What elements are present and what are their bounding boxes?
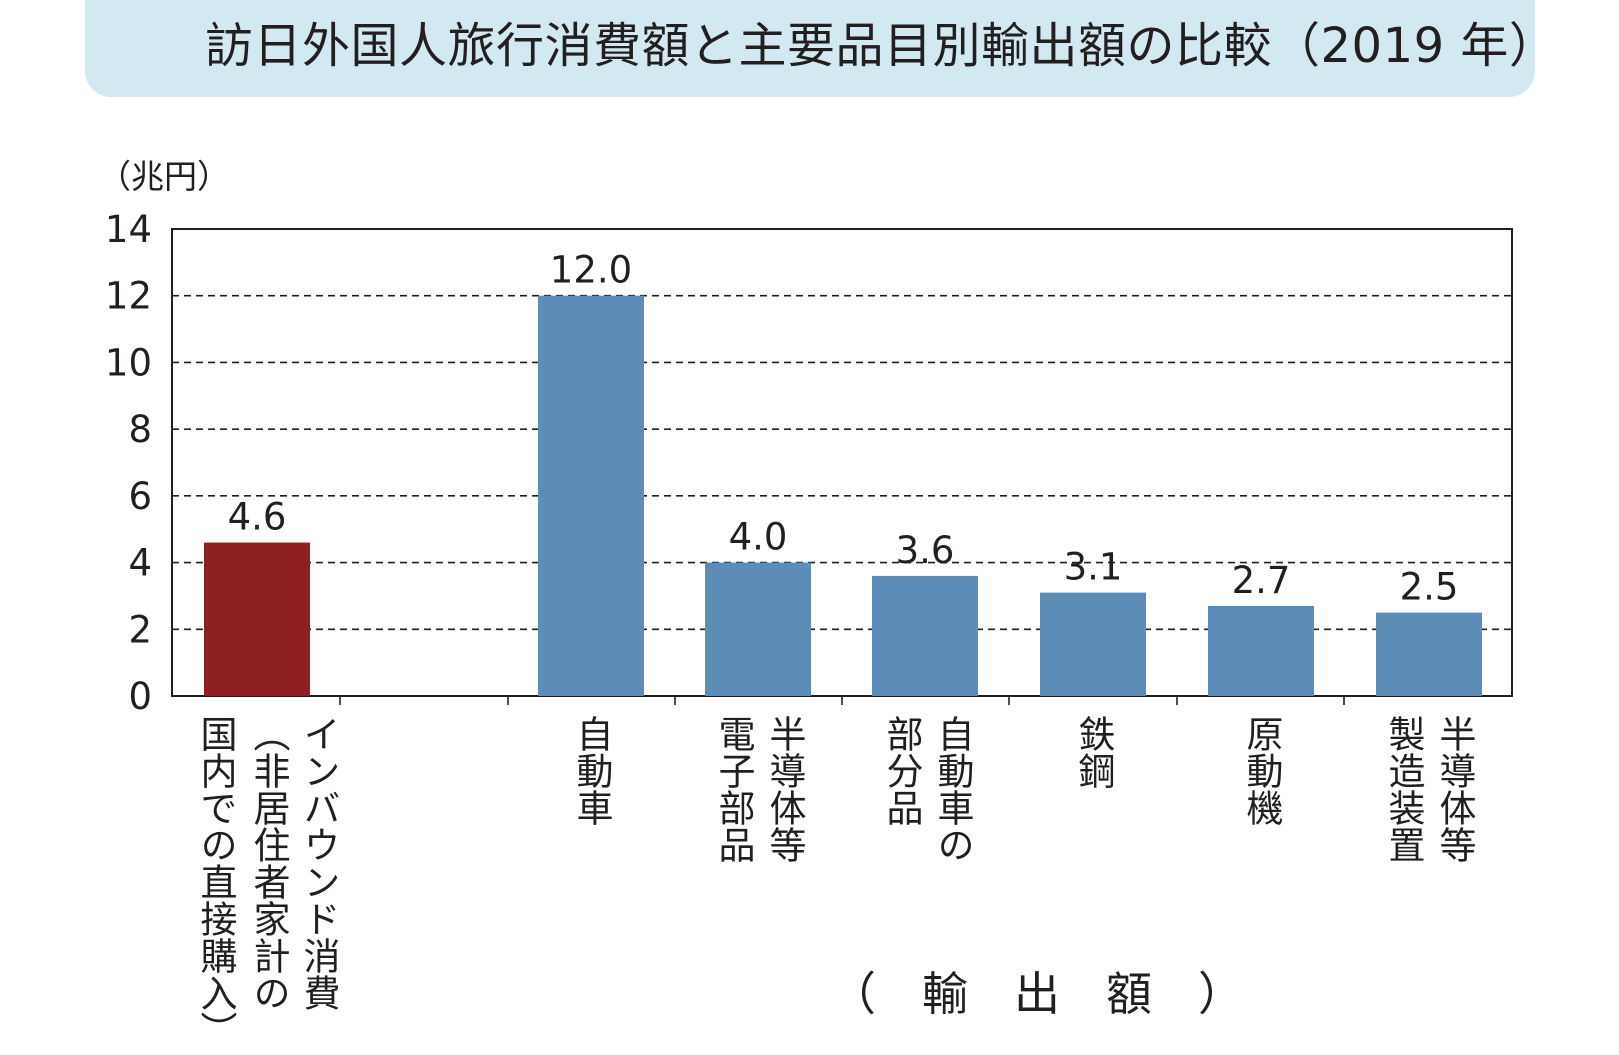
- y-tick-label: 4: [128, 542, 152, 585]
- category-label: インバウンド消費: [297, 715, 340, 1011]
- y-tick-label: 12: [105, 275, 152, 318]
- y-tick-label: 14: [105, 208, 152, 251]
- y-axis-unit-label: （兆円）: [98, 157, 230, 196]
- category-label: 国内での直接購入）: [194, 715, 237, 1048]
- category-label: 鉄鋼: [1072, 715, 1115, 789]
- bar-value-label: 3.1: [1064, 546, 1123, 589]
- y-tick-label: 10: [105, 341, 152, 384]
- bar-inbound: [204, 542, 310, 696]
- bar-value-label: 2.7: [1232, 559, 1291, 602]
- bar-value-label: 4.6: [228, 496, 287, 539]
- category-label: （非居住者家計の: [247, 715, 290, 1011]
- chart-title: 訪日外国人旅行消費額と主要品目別輸出額の比較（2019 年）: [205, 18, 1558, 74]
- y-tick-label: 6: [128, 475, 152, 518]
- bar-export: [705, 562, 811, 696]
- y-tick-label: 2: [128, 608, 152, 651]
- bar-export: [1040, 592, 1146, 696]
- bar-export: [1376, 612, 1482, 696]
- category-label: 半導体等: [763, 715, 806, 863]
- category-label: 原動機: [1240, 715, 1283, 826]
- bar-export: [1208, 605, 1314, 696]
- bar-value-label: 3.6: [896, 529, 955, 572]
- category-label: 製造装置: [1382, 715, 1425, 863]
- bar-value-label: 4.0: [729, 516, 788, 559]
- bar-value-label: 2.5: [1400, 566, 1459, 609]
- title-banner: 訪日外国人旅行消費額と主要品目別輸出額の比較（2019 年）: [85, 0, 1557, 97]
- y-tick-label: 8: [128, 408, 152, 451]
- bar-export: [538, 295, 644, 696]
- bar-export: [872, 575, 978, 696]
- category-label: 部分品: [880, 715, 923, 826]
- y-tick-label: 0: [128, 675, 152, 718]
- category-label: 半導体等: [1433, 715, 1476, 863]
- export-group-label: （ 輸 出 額 ）: [830, 967, 1244, 1021]
- bar-value-label: 12.0: [550, 249, 632, 292]
- category-label: 自動車: [570, 715, 613, 826]
- category-label: 自動車の: [931, 715, 974, 863]
- category-label: 電子部品: [712, 715, 755, 863]
